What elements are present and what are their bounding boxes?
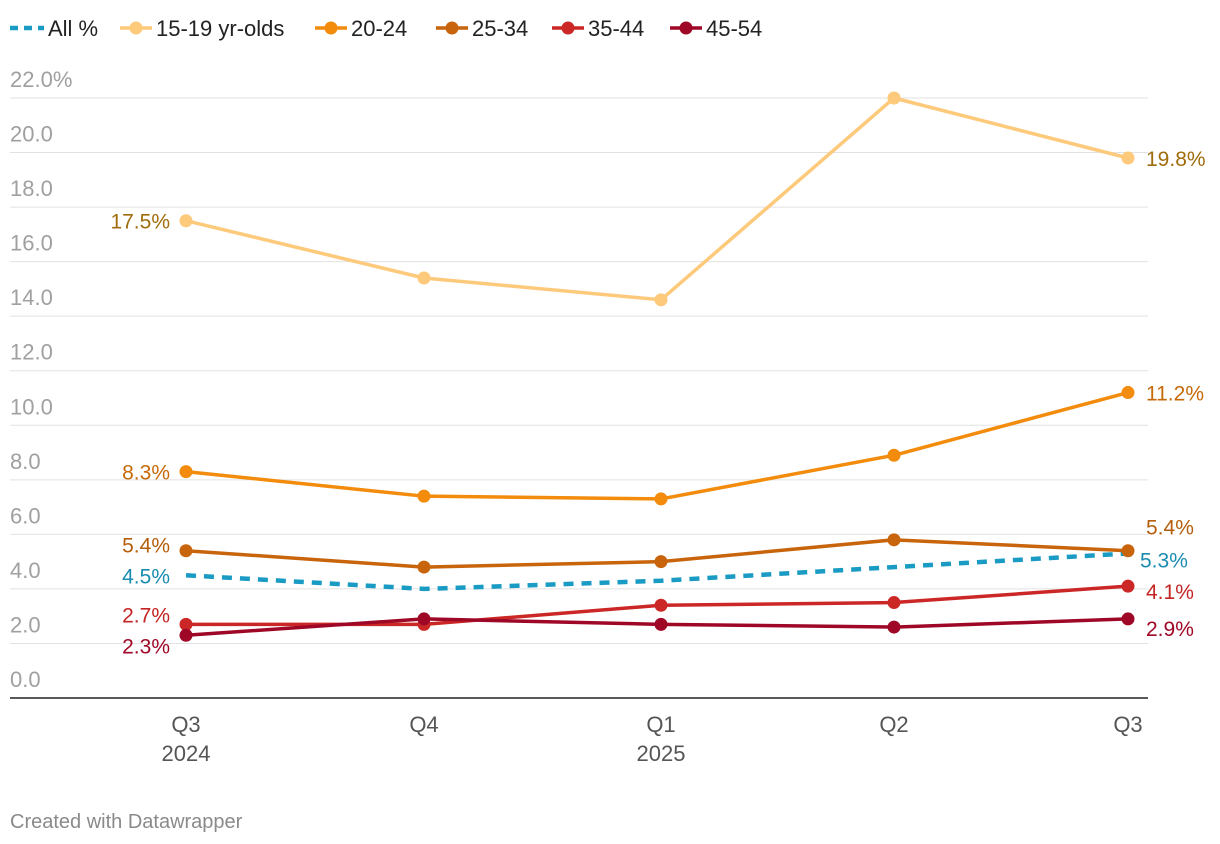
data-point-45-54 <box>654 617 668 631</box>
y-tick-label: 6.0 <box>10 503 41 528</box>
legend-label-20-24: 20-24 <box>351 16 407 41</box>
legend-marker-15-19-yr-olds <box>129 21 143 35</box>
data-point-35-44 <box>1121 579 1135 593</box>
data-label-end-15-19-yr-olds: 19.8% <box>1146 148 1206 171</box>
data-point-20-24 <box>1121 386 1135 400</box>
data-point-20-24 <box>179 465 193 479</box>
data-point-25-34 <box>1121 544 1135 558</box>
data-label-end-25-34: 5.4% <box>1146 517 1194 540</box>
legend-label-25-34: 25-34 <box>472 16 528 41</box>
data-point-20-24 <box>887 448 901 462</box>
data-point-35-44 <box>887 596 901 610</box>
data-point-35-44 <box>654 598 668 612</box>
y-tick-label: 2.0 <box>10 612 41 637</box>
y-tick-label: 20.0 <box>10 122 53 147</box>
data-point-45-54 <box>887 620 901 634</box>
legend-label-45-54: 45-54 <box>706 16 762 41</box>
y-tick-label: 0.0 <box>10 667 41 692</box>
x-tick-label: Q3 <box>1113 712 1142 737</box>
series-line-15-19-yr-olds <box>185 96 1129 302</box>
series-lines <box>179 91 1135 642</box>
x-tick-year-label: 2025 <box>637 741 686 766</box>
data-label-end-20-24: 11.2% <box>1146 383 1204 406</box>
data-label-start-all: 4.5% <box>122 565 170 588</box>
data-label-start-20-24: 8.3% <box>122 462 170 485</box>
legend-marker-20-24 <box>324 21 338 35</box>
data-label-start-35-44: 2.7% <box>122 604 170 627</box>
credit-text: Created with Datawrapper <box>10 811 243 833</box>
data-point-20-24 <box>654 492 668 506</box>
data-point-15-19-yr-olds <box>654 293 668 307</box>
x-tick-label: Q2 <box>879 712 908 737</box>
data-point-15-19-yr-olds <box>417 271 431 285</box>
y-tick-label: 18.0 <box>10 176 53 201</box>
y-tick-label: 4.0 <box>10 558 41 583</box>
x-tick-label: Q1 <box>646 712 675 737</box>
data-point-25-34 <box>887 533 901 547</box>
legend-marker-45-54 <box>679 21 693 35</box>
data-label-end-35-44: 4.1% <box>1146 581 1194 604</box>
x-tick-year-label: 2024 <box>162 741 211 766</box>
gridlines <box>10 97 1148 644</box>
y-tick-label: 10.0 <box>10 394 53 419</box>
data-label-start-45-54: 2.3% <box>122 635 170 658</box>
legend-label-15-19-yr-olds: 15-19 yr-olds <box>156 16 284 41</box>
y-tick-label: 8.0 <box>10 449 41 474</box>
y-tick-label: 16.0 <box>10 231 53 256</box>
legend: All % 15-19 yr-olds 20-24 25-34 35-44 45-54 <box>10 16 762 41</box>
data-point-25-34 <box>417 560 431 574</box>
legend-label-all: All % <box>48 16 98 41</box>
y-axis-ticks: 22.0% 20.0 18.0 16.0 14.0 12.0 10.0 8.0 6.0 4.0 2.… <box>10 67 72 692</box>
series-line-all <box>185 551 1129 592</box>
data-point-25-34 <box>654 555 668 569</box>
x-tick-label: Q3 <box>171 712 200 737</box>
y-tick-label: 14.0 <box>10 285 53 310</box>
data-point-45-54 <box>417 612 431 626</box>
data-point-15-19-yr-olds <box>1121 151 1135 165</box>
series-line-20-24 <box>185 390 1129 501</box>
data-point-15-19-yr-olds <box>887 91 901 105</box>
x-tick-label: Q4 <box>409 712 438 737</box>
data-point-35-44 <box>179 617 193 631</box>
data-point-15-19-yr-olds <box>179 214 193 228</box>
data-point-20-24 <box>417 489 431 503</box>
data-label-end-45-54: 2.9% <box>1146 618 1194 641</box>
data-label-end-all: 5.3% <box>1140 549 1188 572</box>
data-label-start-25-34: 5.4% <box>122 535 170 558</box>
y-tick-label: 22.0% <box>10 67 72 92</box>
legend-marker-35-44 <box>561 21 575 35</box>
legend-label-35-44: 35-44 <box>588 16 644 41</box>
data-labels: 4.5% 5.3% 17.5% 19.8% 8.3% 11.2% 5.4% 5.4% 2.7% 4… <box>110 148 1205 658</box>
data-point-45-54 <box>1121 612 1135 626</box>
x-axis-ticks: Q3 2024 Q4 Q1 2025 Q2 Q3 <box>162 712 1143 766</box>
legend-marker-25-34 <box>445 21 459 35</box>
data-label-start-15-19-yr-olds: 17.5% <box>110 211 170 234</box>
y-tick-label: 12.0 <box>10 340 53 365</box>
data-point-25-34 <box>179 544 193 558</box>
data-point-45-54 <box>179 628 193 642</box>
